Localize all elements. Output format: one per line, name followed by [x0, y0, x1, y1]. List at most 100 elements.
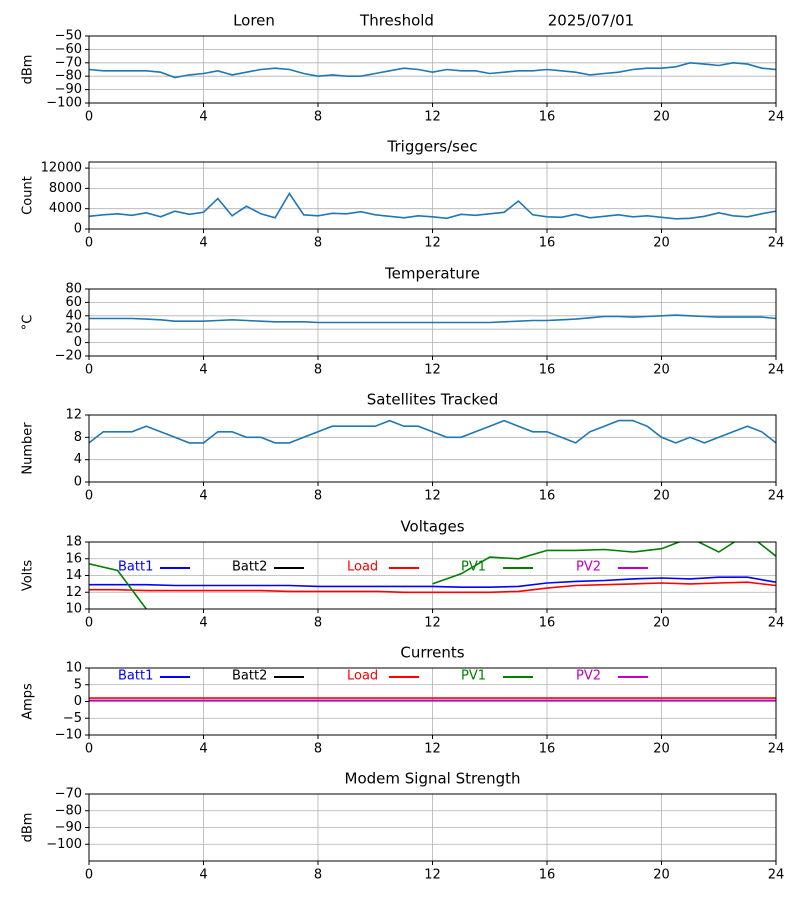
- chart-title: Satellites Tracked: [367, 391, 498, 409]
- y-tick-label: −80: [55, 803, 82, 818]
- y-tick-label: 0: [74, 694, 82, 709]
- y-tick-label: −100: [46, 837, 82, 852]
- x-tick-label: 16: [539, 363, 556, 378]
- x-tick-label: 20: [653, 868, 670, 883]
- series-line: [89, 314, 776, 324]
- y-tick-label: 40: [65, 308, 82, 323]
- legend-label: PV2: [576, 560, 601, 575]
- axes-frame: [88, 414, 777, 483]
- legend-label: PV1: [461, 669, 486, 684]
- legend-label: Load: [347, 560, 378, 575]
- series-line: [89, 581, 776, 594]
- x-tick-label: 8: [314, 236, 322, 251]
- y-tick-label: −70: [55, 787, 82, 802]
- x-tick-label: 0: [85, 236, 93, 251]
- legend-label: PV1: [461, 560, 486, 575]
- series-line: [89, 542, 776, 609]
- series-line: [89, 576, 776, 588]
- legend-label: Batt2: [232, 560, 267, 575]
- chart-title: Threshold: [359, 12, 434, 30]
- x-tick-label: 12: [424, 236, 441, 251]
- y-tick-label: −20: [55, 349, 82, 364]
- chart-title: Loren: [233, 12, 275, 30]
- panel: Satellites Tracked Number 0 4 8 12 16 20 24 0 4 8 12: [21, 391, 785, 504]
- y-tick-label: 0: [74, 475, 82, 490]
- axes-frame: [88, 793, 777, 862]
- y-tick-label: 8000: [49, 181, 82, 196]
- x-tick-label: 20: [653, 236, 670, 251]
- y-tick-label: 18: [65, 535, 82, 550]
- legend-label: Load: [347, 669, 378, 684]
- y-tick-label: 12: [65, 408, 82, 423]
- x-tick-label: 16: [539, 742, 556, 757]
- x-tick-label: 12: [424, 742, 441, 757]
- x-tick-label: 20: [653, 363, 670, 378]
- axes-frame: [88, 541, 777, 610]
- series-line: [89, 61, 776, 79]
- y-tick-label: −100: [46, 96, 82, 111]
- y-tick-label: 4: [74, 452, 82, 467]
- x-tick-label: 12: [424, 616, 441, 631]
- y-tick-label: 8: [74, 430, 82, 445]
- y-tick-label: 5: [74, 677, 82, 692]
- x-tick-label: 24: [768, 489, 785, 504]
- y-tick-label: 4000: [49, 201, 82, 216]
- x-tick-label: 24: [768, 742, 785, 757]
- y-tick-label: −60: [55, 42, 82, 57]
- x-tick-label: 16: [539, 236, 556, 251]
- panel: Modem Signal Strength dBm 0 4 8 12 16 20 24 −100 −…: [21, 770, 785, 883]
- chart-title: Voltages: [400, 518, 464, 536]
- axes-frame: [88, 667, 777, 736]
- x-tick-label: 8: [314, 868, 322, 883]
- x-tick-label: 0: [85, 742, 93, 757]
- x-tick-label: 4: [199, 742, 207, 757]
- y-tick-label: 80: [65, 282, 82, 297]
- x-tick-label: 20: [653, 616, 670, 631]
- series-line: [89, 191, 776, 220]
- x-tick-label: 0: [85, 616, 93, 631]
- legend-label: Batt1: [118, 560, 153, 575]
- panel: Triggers/sec Count 0 4 8 12 16 20 24 0 4000 8000 120…: [21, 138, 785, 251]
- y-tick-label: −10: [55, 728, 82, 743]
- y-tick-label: 12000: [41, 161, 82, 176]
- legend-label: Batt2: [232, 669, 267, 684]
- x-tick-label: 8: [314, 742, 322, 757]
- y-axis-label: Number: [21, 422, 36, 475]
- y-tick-label: −5: [63, 711, 82, 726]
- y-axis-label: dBm: [21, 55, 36, 85]
- chart-title: 2025/07/01: [548, 12, 634, 30]
- y-tick-label: 16: [65, 551, 82, 566]
- series-line: [89, 419, 776, 444]
- x-tick-label: 12: [424, 110, 441, 125]
- y-tick-label: 0: [74, 222, 82, 237]
- x-tick-label: 16: [539, 110, 556, 125]
- x-tick-label: 0: [85, 868, 93, 883]
- x-tick-label: 4: [199, 236, 207, 251]
- x-tick-label: 8: [314, 489, 322, 504]
- y-tick-label: −70: [55, 55, 82, 70]
- y-tick-label: 10: [65, 661, 82, 676]
- x-tick-label: 8: [314, 616, 322, 631]
- x-tick-label: 24: [768, 110, 785, 125]
- y-tick-label: 20: [65, 322, 82, 337]
- x-tick-label: 4: [199, 110, 207, 125]
- x-tick-label: 16: [539, 616, 556, 631]
- legend-label: PV2: [576, 669, 601, 684]
- chart-title: Modem Signal Strength: [345, 770, 521, 788]
- x-tick-label: 4: [199, 489, 207, 504]
- legend-label: Batt1: [118, 669, 153, 684]
- panel: Loren Threshold 2025/07/01 dBm 0 4 8 12 16 20 24 −1…: [21, 12, 785, 125]
- x-tick-label: 0: [85, 489, 93, 504]
- y-axis-label: Amps: [21, 683, 36, 720]
- x-tick-label: 12: [424, 363, 441, 378]
- y-tick-label: 12: [65, 585, 82, 600]
- chart-title: Triggers/sec: [387, 138, 478, 156]
- y-tick-label: 10: [65, 602, 82, 617]
- x-tick-label: 24: [768, 616, 785, 631]
- x-tick-label: 4: [199, 616, 207, 631]
- chart-title: Temperature: [384, 265, 480, 283]
- y-axis-label: Volts: [21, 560, 36, 592]
- y-tick-label: 14: [65, 568, 82, 583]
